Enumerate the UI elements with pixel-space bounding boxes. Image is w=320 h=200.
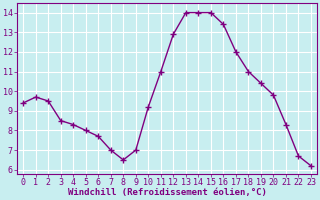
X-axis label: Windchill (Refroidissement éolien,°C): Windchill (Refroidissement éolien,°C) bbox=[68, 188, 267, 197]
